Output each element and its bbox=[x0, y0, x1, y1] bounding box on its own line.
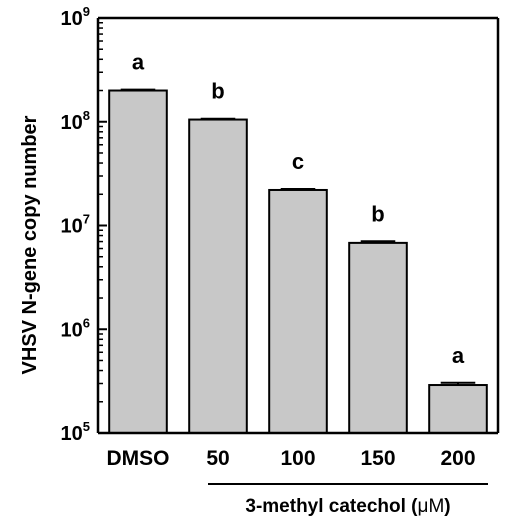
y-tick-exponent: 6 bbox=[83, 315, 90, 330]
axes-layer bbox=[96, 16, 500, 435]
y-tick-exponent: 5 bbox=[83, 419, 90, 434]
labels-layer: VHSV N-gene copy number 3-methyl catecho… bbox=[19, 4, 488, 517]
y-axis-label: VHSV N-gene copy number bbox=[19, 115, 41, 374]
significance-label: c bbox=[292, 149, 304, 174]
x-group-label-unit: μM bbox=[418, 496, 445, 517]
x-tick-label: DMSO bbox=[107, 447, 170, 470]
x-tick-label: 200 bbox=[440, 447, 475, 470]
significance-label: b bbox=[371, 201, 384, 226]
x-tick-label: 100 bbox=[280, 447, 315, 470]
bar bbox=[108, 89, 168, 435]
x-tick-label: 50 bbox=[206, 447, 229, 470]
significance-label: a bbox=[452, 343, 465, 368]
significance-label: a bbox=[132, 50, 145, 75]
x-group-label: 3-methyl catechol (μM) bbox=[245, 496, 450, 517]
y-tick-base: 10 bbox=[61, 112, 83, 134]
y-tick-exponent: 7 bbox=[83, 212, 90, 227]
x-tick-label: 150 bbox=[360, 447, 395, 470]
y-tick-label: 105 bbox=[61, 419, 90, 445]
bars-layer bbox=[108, 88, 488, 435]
y-tick-base: 10 bbox=[61, 8, 83, 30]
y-tick-label: 106 bbox=[61, 315, 90, 341]
y-tick-base: 10 bbox=[61, 216, 83, 238]
y-tick-label: 109 bbox=[61, 4, 90, 30]
x-group-label-close: ) bbox=[444, 496, 450, 517]
y-tick-exponent: 8 bbox=[83, 108, 90, 123]
y-tick-base: 10 bbox=[61, 319, 83, 341]
y-tick-base: 10 bbox=[61, 423, 83, 445]
bar bbox=[268, 188, 328, 434]
x-group-label-text: 3-methyl catechol ( bbox=[245, 496, 418, 517]
y-tick-label: 108 bbox=[61, 108, 90, 134]
bar bbox=[348, 241, 408, 434]
bar bbox=[188, 118, 248, 435]
y-tick-label: 107 bbox=[61, 212, 90, 238]
significance-label: b bbox=[211, 79, 224, 104]
bar bbox=[428, 384, 488, 435]
y-tick-exponent: 9 bbox=[83, 4, 90, 19]
